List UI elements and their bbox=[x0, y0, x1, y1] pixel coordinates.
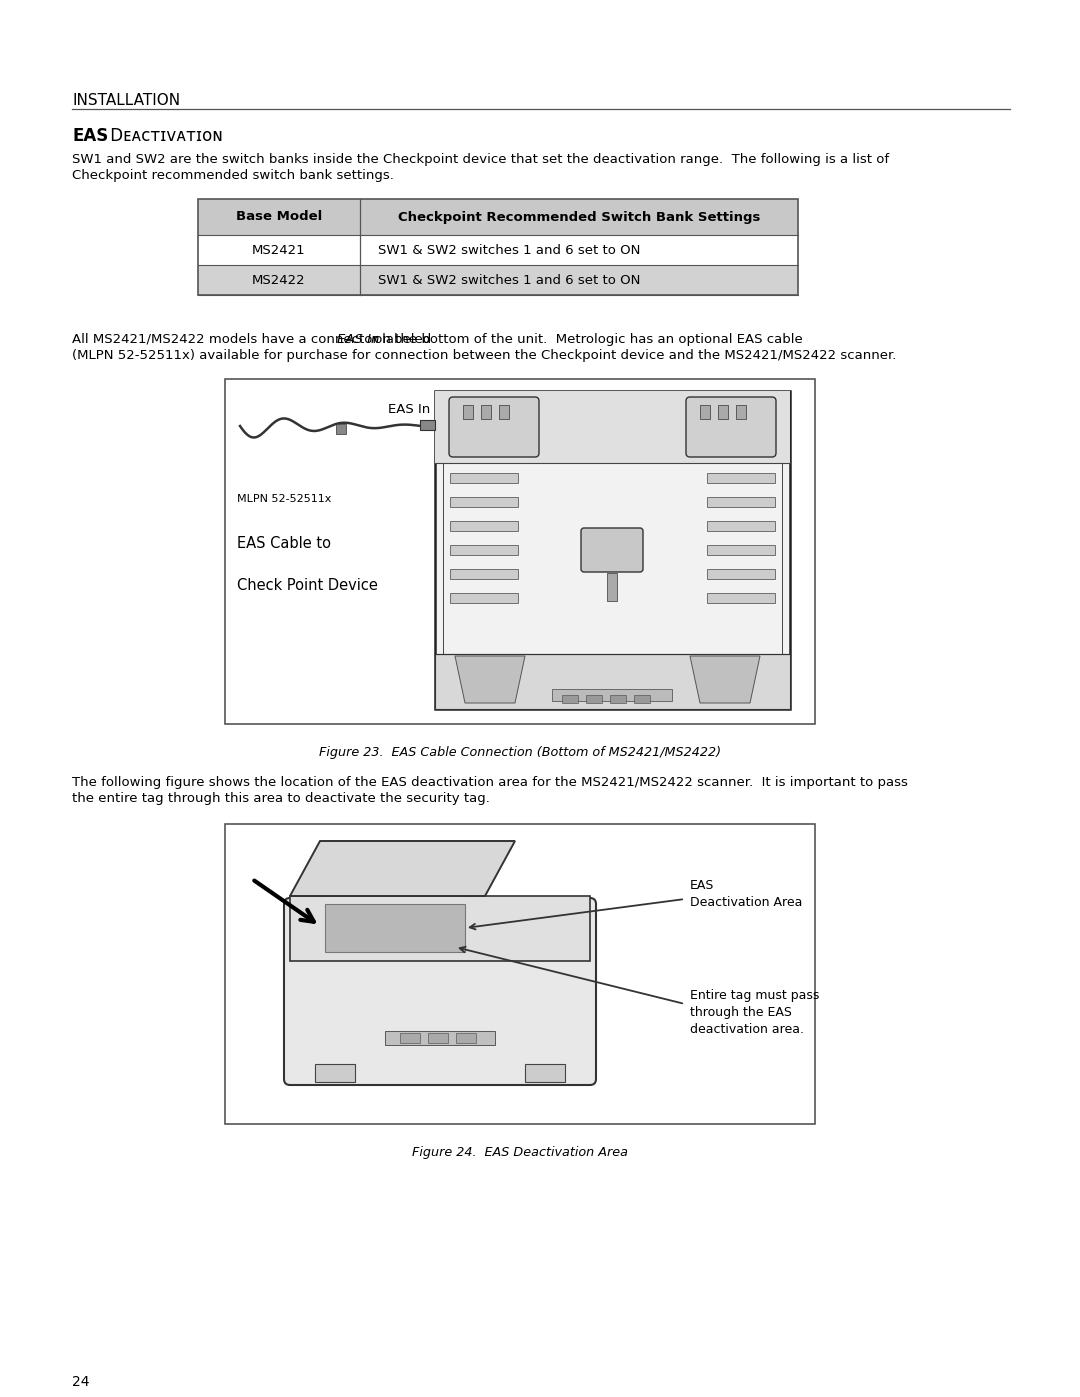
Text: All MS2421/MS2422 models have a connector labeled: All MS2421/MS2422 models have a connecto… bbox=[72, 332, 435, 346]
Polygon shape bbox=[455, 657, 525, 703]
FancyBboxPatch shape bbox=[284, 898, 596, 1085]
Text: Figure 24.  EAS Deactivation Area: Figure 24. EAS Deactivation Area bbox=[411, 1146, 627, 1160]
Bar bbox=[325, 904, 465, 951]
Text: SW1 & SW2 switches 1 and 6 set to ON: SW1 & SW2 switches 1 and 6 set to ON bbox=[378, 243, 640, 257]
Text: INSTALLATION: INSTALLATION bbox=[72, 94, 180, 108]
Bar bbox=[707, 545, 775, 555]
Bar bbox=[435, 391, 789, 710]
Bar bbox=[707, 592, 775, 604]
Bar bbox=[435, 391, 789, 462]
Text: (MLPN 52-52511x) available for purchase for connection between the Checkpoint de: (MLPN 52-52511x) available for purchase … bbox=[72, 349, 896, 362]
Bar bbox=[225, 824, 815, 1125]
FancyBboxPatch shape bbox=[449, 397, 539, 457]
Bar bbox=[450, 545, 518, 555]
Bar bbox=[198, 198, 798, 235]
Polygon shape bbox=[690, 657, 760, 703]
Text: EAS Cable to: EAS Cable to bbox=[237, 536, 330, 550]
Text: MS2421: MS2421 bbox=[253, 243, 306, 257]
Bar bbox=[428, 1032, 448, 1044]
Bar bbox=[450, 592, 518, 604]
Text: Entire tag must pass
through the EAS
deactivation area.: Entire tag must pass through the EAS dea… bbox=[690, 989, 820, 1037]
Bar bbox=[607, 573, 617, 601]
Bar bbox=[384, 1031, 495, 1045]
Text: MLPN 52-52511x: MLPN 52-52511x bbox=[237, 495, 332, 504]
Text: EAS: EAS bbox=[72, 127, 108, 145]
Text: EAS
Deactivation Area: EAS Deactivation Area bbox=[690, 879, 802, 909]
Bar bbox=[634, 694, 650, 703]
Text: on the bottom of the unit.  Metrologic has an optional EAS cable: on the bottom of the unit. Metrologic ha… bbox=[370, 332, 802, 346]
Bar bbox=[610, 694, 626, 703]
Bar bbox=[463, 405, 473, 419]
Text: 24: 24 bbox=[72, 1375, 90, 1389]
Text: EAS In: EAS In bbox=[337, 332, 379, 346]
Bar bbox=[225, 379, 815, 724]
Bar bbox=[315, 1065, 355, 1083]
Text: EAS In: EAS In bbox=[388, 402, 430, 416]
Text: Figure 23.  EAS Cable Connection (Bottom of MS2421/MS2422): Figure 23. EAS Cable Connection (Bottom … bbox=[319, 746, 721, 759]
Polygon shape bbox=[291, 841, 515, 895]
Bar bbox=[443, 400, 782, 701]
Bar bbox=[707, 521, 775, 531]
Bar bbox=[552, 689, 672, 701]
Bar bbox=[450, 569, 518, 578]
Bar bbox=[435, 654, 789, 710]
Bar bbox=[481, 405, 491, 419]
Bar bbox=[456, 1032, 476, 1044]
Bar bbox=[707, 497, 775, 507]
Bar bbox=[450, 497, 518, 507]
FancyBboxPatch shape bbox=[686, 397, 777, 457]
Bar bbox=[291, 895, 590, 961]
FancyBboxPatch shape bbox=[581, 528, 643, 571]
Text: SW1 and SW2 are the switch banks inside the Checkpoint device that set the deact: SW1 and SW2 are the switch banks inside … bbox=[72, 154, 889, 166]
Bar bbox=[198, 265, 798, 295]
Bar bbox=[198, 235, 798, 265]
Bar bbox=[525, 1065, 565, 1083]
Text: the entire tag through this area to deactivate the security tag.: the entire tag through this area to deac… bbox=[72, 792, 490, 805]
Bar bbox=[707, 569, 775, 578]
Bar bbox=[499, 405, 509, 419]
Text: Checkpoint Recommended Switch Bank Settings: Checkpoint Recommended Switch Bank Setti… bbox=[397, 211, 760, 224]
Bar bbox=[336, 425, 346, 434]
Bar bbox=[400, 1032, 420, 1044]
Bar bbox=[562, 694, 578, 703]
Text: Base Model: Base Model bbox=[235, 211, 322, 224]
Bar bbox=[420, 420, 435, 430]
Text: Checkpoint recommended switch bank settings.: Checkpoint recommended switch bank setti… bbox=[72, 169, 394, 182]
Bar bbox=[586, 694, 602, 703]
Bar bbox=[735, 405, 746, 419]
Bar bbox=[707, 474, 775, 483]
Bar bbox=[718, 405, 728, 419]
Bar bbox=[700, 405, 710, 419]
Text: Check Point Device: Check Point Device bbox=[237, 578, 378, 592]
Text: Dᴇᴀᴄᴛɪᴠᴀᴛɪᴏɴ: Dᴇᴀᴄᴛɪᴠᴀᴛɪᴏɴ bbox=[105, 127, 222, 145]
Text: SW1 & SW2 switches 1 and 6 set to ON: SW1 & SW2 switches 1 and 6 set to ON bbox=[378, 274, 640, 286]
Text: MS2422: MS2422 bbox=[253, 274, 306, 286]
Bar bbox=[450, 474, 518, 483]
Text: The following figure shows the location of the EAS deactivation area for the MS2: The following figure shows the location … bbox=[72, 775, 908, 789]
Bar bbox=[450, 521, 518, 531]
Bar bbox=[198, 198, 798, 295]
